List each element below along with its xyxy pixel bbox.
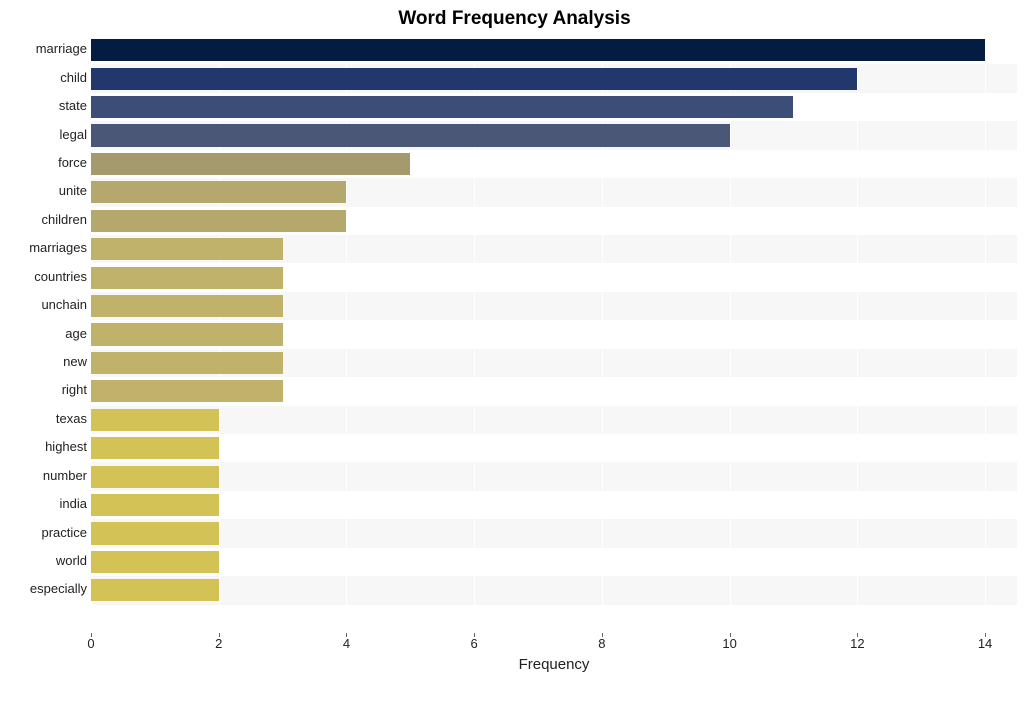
y-tick-label: state (59, 98, 87, 113)
y-tick-label: marriages (29, 240, 87, 255)
bar (91, 96, 793, 118)
x-tick-label: 6 (471, 636, 478, 651)
chart-container: Word Frequency Analysis 0 2 4 6 8 10 12 14 marr… (0, 0, 1029, 701)
y-tick-label: countries (34, 269, 87, 284)
bar (91, 579, 219, 601)
bar-row (91, 323, 1017, 345)
bar (91, 267, 283, 289)
y-tick-label: practice (41, 525, 87, 540)
bar (91, 68, 857, 90)
bar (91, 153, 410, 175)
bar (91, 380, 283, 402)
y-tick-label: unchain (41, 297, 87, 312)
y-tick-label: force (58, 155, 87, 170)
y-tick-label: new (63, 354, 87, 369)
bar (91, 551, 219, 573)
bar-row (91, 579, 1017, 601)
y-tick-label: right (62, 382, 87, 397)
bar-row (91, 437, 1017, 459)
bar-row (91, 153, 1017, 175)
bar (91, 39, 985, 61)
x-tick-label: 12 (850, 636, 864, 651)
y-tick-label: world (56, 553, 87, 568)
bar (91, 295, 283, 317)
bar (91, 323, 283, 345)
y-tick-label: unite (59, 183, 87, 198)
bar-row (91, 295, 1017, 317)
y-tick-label: children (41, 212, 87, 227)
bar (91, 409, 219, 431)
bar (91, 522, 219, 544)
y-tick-label: age (65, 326, 87, 341)
bar-row (91, 39, 1017, 61)
bar (91, 352, 283, 374)
bar-row (91, 68, 1017, 90)
bar (91, 238, 283, 260)
y-tick-label: texas (56, 411, 87, 426)
bar (91, 124, 730, 146)
x-axis-title: Frequency (91, 656, 1017, 673)
y-tick-label: child (60, 70, 87, 85)
bar-row (91, 210, 1017, 232)
x-tick-label: 10 (722, 636, 736, 651)
bar (91, 466, 219, 488)
y-tick-label: legal (60, 127, 87, 142)
bar-row (91, 466, 1017, 488)
bar (91, 181, 346, 203)
bar-row (91, 409, 1017, 431)
bar (91, 494, 219, 516)
bar-row (91, 494, 1017, 516)
x-tick-label: 14 (978, 636, 992, 651)
plot-bg-stripe (91, 605, 1017, 633)
plot-area (91, 36, 1017, 633)
bar-row (91, 124, 1017, 146)
bar-row (91, 181, 1017, 203)
y-tick-label: especially (30, 581, 87, 596)
bar-row (91, 551, 1017, 573)
x-tick-label: 0 (87, 636, 94, 651)
bar-row (91, 96, 1017, 118)
bar (91, 210, 346, 232)
bar (91, 437, 219, 459)
x-tick-label: 8 (598, 636, 605, 651)
bar-row (91, 238, 1017, 260)
chart-title: Word Frequency Analysis (0, 8, 1029, 30)
x-tick-label: 4 (343, 636, 350, 651)
y-tick-label: marriage (36, 41, 87, 56)
bar-row (91, 522, 1017, 544)
x-tick-label: 2 (215, 636, 222, 651)
y-tick-label: india (60, 496, 87, 511)
bar-row (91, 352, 1017, 374)
bar-row (91, 267, 1017, 289)
y-tick-label: highest (45, 439, 87, 454)
y-tick-label: number (43, 468, 87, 483)
bar-row (91, 380, 1017, 402)
